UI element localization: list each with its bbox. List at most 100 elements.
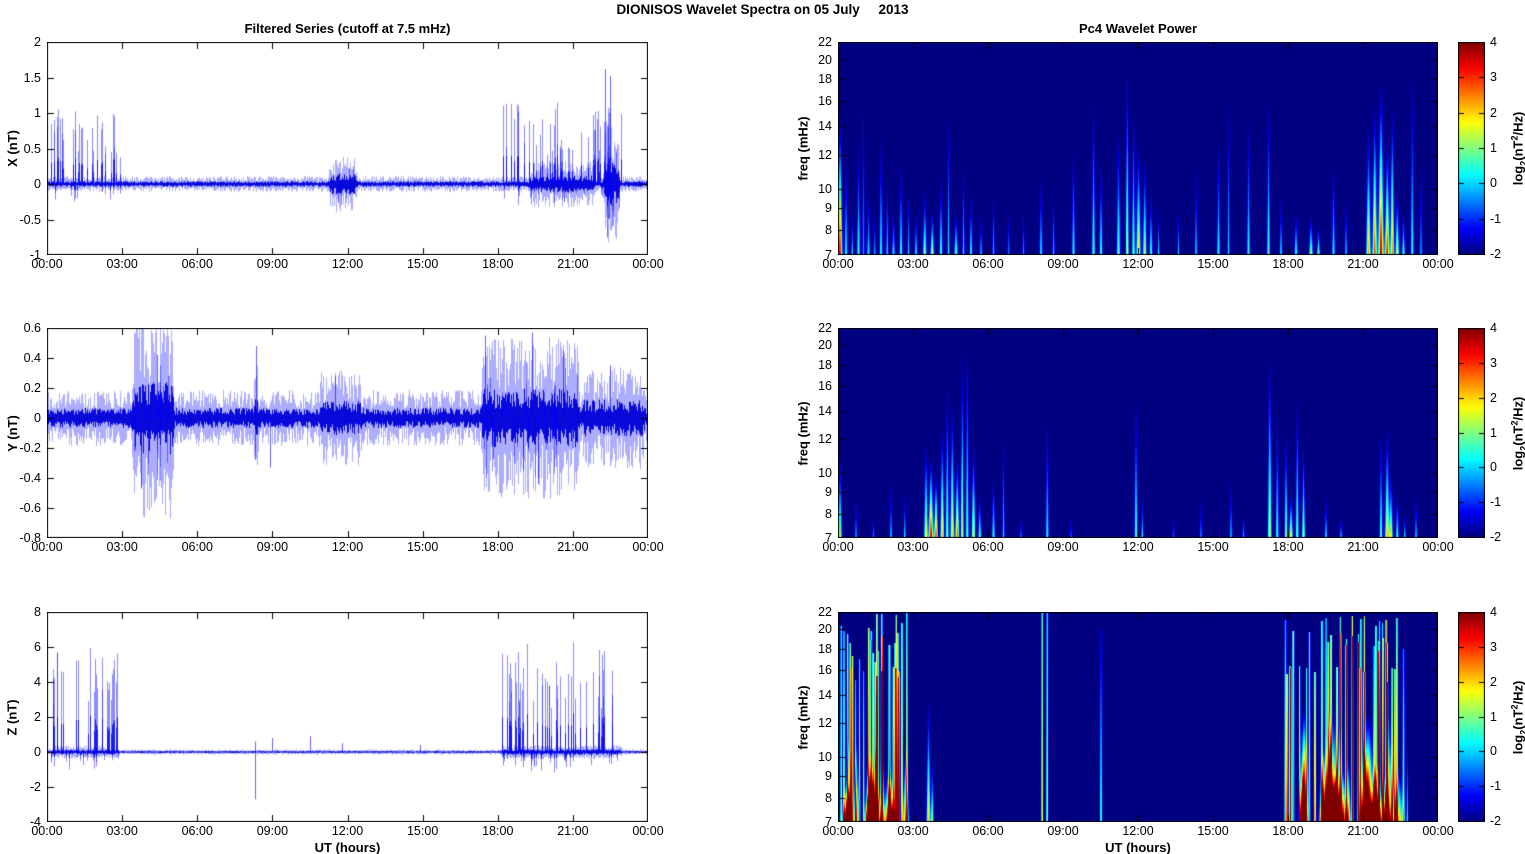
tick-label: 00:00 bbox=[1422, 540, 1454, 554]
tick-label: 06:00 bbox=[972, 824, 1004, 838]
panel-x-wavelet: Pc4 Wavelet Power freq (mHz) 22 20 18 16 14 1… bbox=[796, 21, 1454, 271]
tick-label: 0 bbox=[1490, 460, 1497, 475]
tick-label: 06:00 bbox=[972, 540, 1004, 554]
tick-label: 8 bbox=[825, 223, 832, 238]
tick-label: 12:00 bbox=[1122, 824, 1154, 838]
left-x-axis-label: UT (hours) bbox=[314, 840, 381, 854]
tick-label: 16 bbox=[818, 663, 832, 678]
tick-label: 0.6 bbox=[23, 321, 41, 335]
tick-label: 20 bbox=[818, 52, 832, 67]
panel-z-series: Z (nT) UT (hours) 8 6 4 2 0 -2 -4 00:00 03:00 06:… bbox=[5, 606, 664, 854]
tick-label: 00:00 bbox=[632, 540, 664, 554]
tick-label: 12:00 bbox=[331, 257, 364, 271]
tick-label: 21:00 bbox=[557, 257, 589, 271]
tick-label: 00:00 bbox=[31, 257, 63, 271]
colorbar-y-gradient bbox=[1458, 328, 1485, 538]
tick-label: 0.4 bbox=[23, 351, 41, 365]
tick-label: -0.4 bbox=[19, 471, 41, 485]
tick-label: 0 bbox=[1490, 176, 1497, 191]
tick-label: 7 bbox=[825, 531, 832, 545]
tick-label: 00:00 bbox=[1422, 257, 1454, 271]
tick-label: 22 bbox=[818, 605, 832, 619]
tick-label: 18:00 bbox=[482, 824, 514, 838]
tick-label: 20 bbox=[818, 338, 832, 353]
tick-label: 06:00 bbox=[181, 257, 213, 271]
tick-label: 7 bbox=[825, 248, 832, 262]
tick-label: 9 bbox=[825, 201, 832, 216]
tick-label: 2 bbox=[1490, 674, 1497, 689]
tick-label: 2 bbox=[1490, 105, 1497, 120]
tick-label: 00:00 bbox=[822, 257, 854, 271]
tick-label: 06:00 bbox=[181, 540, 213, 554]
tick-label: 10 bbox=[818, 749, 832, 764]
tick-label: 3 bbox=[1490, 355, 1497, 370]
tick-label: 9 bbox=[825, 484, 832, 499]
z-wavelet-plot bbox=[838, 612, 1438, 822]
tick-label: 00:00 bbox=[632, 257, 664, 271]
tick-label: 1 bbox=[1490, 709, 1497, 724]
tick-label: -4 bbox=[29, 815, 41, 829]
tick-label: 21:00 bbox=[1347, 540, 1379, 554]
tick-label: 03:00 bbox=[106, 824, 138, 838]
tick-label: 12 bbox=[818, 147, 832, 162]
tick-label: 0.2 bbox=[23, 381, 41, 395]
tick-label: -2 bbox=[29, 780, 41, 794]
tick-label: 12:00 bbox=[1122, 257, 1154, 271]
tick-label: 09:00 bbox=[1047, 257, 1079, 271]
tick-label: 3 bbox=[1490, 639, 1497, 654]
colorbar-z-gradient bbox=[1458, 612, 1485, 822]
tick-label: 15:00 bbox=[1197, 824, 1229, 838]
colorbar-x-gradient bbox=[1458, 42, 1485, 255]
tick-label: -2 bbox=[1490, 247, 1502, 261]
x-series-plot bbox=[47, 42, 648, 255]
tick-label: 03:00 bbox=[897, 540, 929, 554]
tick-label: 0 bbox=[34, 745, 41, 759]
tick-label: 4 bbox=[1490, 35, 1497, 49]
tick-label: 18:00 bbox=[1272, 257, 1304, 271]
tick-label: 22 bbox=[818, 35, 832, 49]
x-wavelet-plot bbox=[838, 42, 1438, 255]
y-wavelet-plot bbox=[838, 328, 1438, 538]
tick-label: 12:00 bbox=[331, 824, 364, 838]
left-column-title: Filtered Series (cutoff at 7.5 mHz) bbox=[244, 21, 451, 36]
tick-label: 00:00 bbox=[822, 540, 854, 554]
tick-label: 14 bbox=[818, 403, 832, 418]
tick-label: 00:00 bbox=[31, 824, 63, 838]
tick-label: 15:00 bbox=[406, 540, 439, 554]
tick-label: 21:00 bbox=[557, 540, 589, 554]
tick-label: 0 bbox=[34, 177, 41, 191]
tick-label: 21:00 bbox=[557, 824, 589, 838]
tick-label: -1 bbox=[29, 248, 41, 262]
tick-label: 6 bbox=[34, 640, 41, 654]
tick-label: 00:00 bbox=[632, 824, 664, 838]
tick-label: 21:00 bbox=[1347, 257, 1379, 271]
tick-label: 16 bbox=[818, 94, 832, 109]
tick-label: 1 bbox=[34, 106, 41, 120]
tick-label: 12 bbox=[818, 432, 832, 447]
tick-label: 22 bbox=[818, 321, 832, 335]
panel-x-series: Filtered Series (cutoff at 7.5 mHz) X (n… bbox=[5, 21, 664, 271]
tick-label: 16 bbox=[818, 379, 832, 394]
tick-label: 2 bbox=[34, 35, 41, 49]
tick-label: 14 bbox=[818, 687, 832, 702]
tick-label: 8 bbox=[34, 605, 41, 619]
tick-label: 09:00 bbox=[256, 824, 289, 838]
tick-label: 15:00 bbox=[406, 824, 439, 838]
tick-label: 09:00 bbox=[256, 257, 289, 271]
tick-label: 20 bbox=[818, 622, 832, 637]
right-column-title: Pc4 Wavelet Power bbox=[1078, 21, 1197, 36]
tick-label: 12:00 bbox=[1122, 540, 1154, 554]
z-series-plot bbox=[47, 612, 648, 822]
tick-label: 21:00 bbox=[1347, 824, 1379, 838]
tick-label: 06:00 bbox=[181, 824, 213, 838]
tick-label: 8 bbox=[825, 506, 832, 521]
tick-label: -2 bbox=[1490, 814, 1502, 828]
main-title: DIONISOS Wavelet Spectra on 05 July 2013 bbox=[616, 2, 909, 17]
tick-label: 4 bbox=[1490, 321, 1497, 335]
y-series-plot bbox=[47, 328, 648, 538]
tick-label: 03:00 bbox=[106, 540, 138, 554]
